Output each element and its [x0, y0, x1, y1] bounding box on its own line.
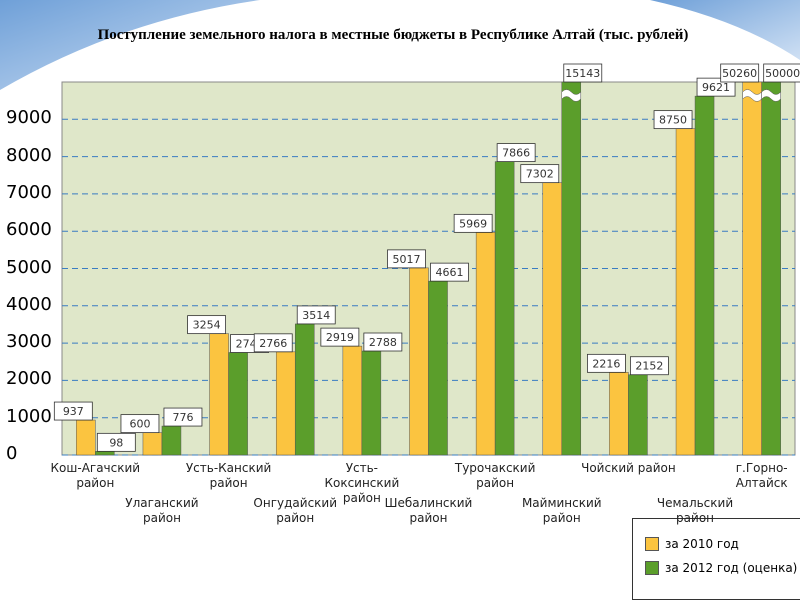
bar — [161, 425, 182, 456]
y-tick-label: 7000 — [6, 181, 52, 203]
value-label: 4661 — [436, 266, 464, 279]
bar — [428, 280, 448, 456]
value-label-box — [520, 164, 560, 184]
y-tick-label: 4000 — [6, 293, 52, 315]
legend: за 2010 год за 2012 год (оценка) — [632, 518, 800, 600]
bar — [361, 350, 382, 456]
value-label: 5017 — [393, 253, 421, 266]
value-label-box — [763, 63, 800, 83]
value-label: 3254 — [193, 319, 221, 332]
value-label-box — [363, 332, 403, 352]
legend-item: за 2012 год (оценка) — [645, 561, 797, 575]
value-label: 2766 — [259, 337, 287, 350]
value-label: 8750 — [659, 114, 687, 127]
value-label-box — [96, 432, 136, 452]
value-label-box — [253, 333, 293, 353]
x-tick-label: Кош-Агачский район — [50, 461, 141, 490]
x-tick-label: Онгудайский район — [253, 496, 338, 525]
value-label-box — [630, 356, 669, 376]
x-tick-label: Майминский район — [521, 496, 602, 525]
y-tick-label: 3000 — [6, 331, 52, 353]
value-label: 9621 — [702, 81, 730, 94]
value-label: 2919 — [326, 331, 354, 344]
bar — [694, 95, 715, 456]
x-tick-label: Усть-Коксинский район — [324, 461, 400, 505]
decor — [650, 0, 800, 60]
value-label-box — [453, 213, 493, 233]
chart-title: Поступление земельного налога в местные … — [97, 27, 689, 43]
value-label-box — [53, 401, 93, 421]
bar — [542, 182, 563, 456]
legend-label: за 2010 год — [665, 537, 739, 551]
value-label: 15143 — [565, 67, 600, 80]
bar — [142, 432, 163, 456]
legend-item: за 2010 год — [645, 537, 739, 551]
x-tick-label: Усть-Канский район — [185, 461, 272, 490]
axis-break — [561, 89, 582, 102]
value-label: 7302 — [526, 168, 554, 181]
y-tick-label: 9000 — [6, 107, 52, 129]
value-label-box — [163, 407, 203, 427]
y-tick-label: 0 — [6, 443, 18, 464]
bar — [342, 345, 363, 456]
bar — [761, 81, 781, 456]
bar — [228, 352, 248, 456]
x-tick-label: Чемальский район — [656, 496, 734, 525]
value-label-box — [587, 353, 626, 373]
value-label: 50000 — [765, 67, 800, 80]
x-tick-label: г.Горно-Алтайск — [735, 461, 788, 490]
value-label: 2788 — [369, 336, 397, 349]
bar — [294, 323, 315, 456]
value-label: 50260 — [722, 67, 757, 80]
bar — [494, 161, 515, 456]
value-label-box — [187, 315, 226, 335]
y-tick-label: 6000 — [6, 219, 52, 241]
bar — [628, 374, 648, 456]
legend-swatch — [645, 537, 659, 551]
value-label: 2216 — [592, 357, 620, 370]
bar — [409, 267, 429, 456]
value-label-box — [387, 249, 426, 269]
value-label: 2152 — [635, 360, 663, 373]
y-tick-label: 5000 — [6, 256, 52, 278]
value-label-box — [696, 77, 736, 97]
x-tick-label: Улаганский район — [125, 496, 199, 525]
value-label-box — [496, 143, 536, 162]
value-label-box — [430, 262, 469, 282]
value-label-box — [563, 63, 603, 83]
value-label-box — [320, 327, 360, 347]
y-tick-label: 2000 — [6, 368, 52, 390]
value-label: 776 — [172, 411, 193, 424]
bar — [275, 351, 296, 456]
value-label: 98 — [109, 436, 123, 449]
legend-label: за 2012 год (оценка) — [665, 561, 798, 575]
bar — [475, 232, 496, 456]
value-label: 937 — [63, 405, 84, 418]
value-label: 5969 — [459, 217, 487, 230]
x-tick-label: Чойский район — [581, 461, 676, 475]
bar — [76, 419, 96, 456]
value-label-box — [120, 414, 160, 434]
value-label-box — [720, 63, 760, 83]
value-label-box — [653, 110, 693, 130]
bar — [95, 451, 115, 456]
decor — [0, 0, 260, 90]
bar — [742, 81, 762, 456]
value-label: 3514 — [302, 309, 330, 322]
bar — [609, 372, 629, 456]
bar — [675, 128, 696, 456]
value-label: 600 — [129, 418, 150, 431]
y-tick-label: 1000 — [6, 405, 52, 427]
axis-break — [761, 89, 781, 102]
value-label: 7866 — [502, 147, 530, 160]
bar — [209, 333, 229, 456]
y-tick-label: 8000 — [6, 144, 52, 166]
legend-swatch — [645, 561, 659, 575]
bar — [561, 81, 582, 456]
x-tick-label: Шебалинский район — [384, 496, 473, 525]
value-label-box — [296, 305, 336, 325]
x-tick-label: Турочакский район — [454, 461, 536, 490]
